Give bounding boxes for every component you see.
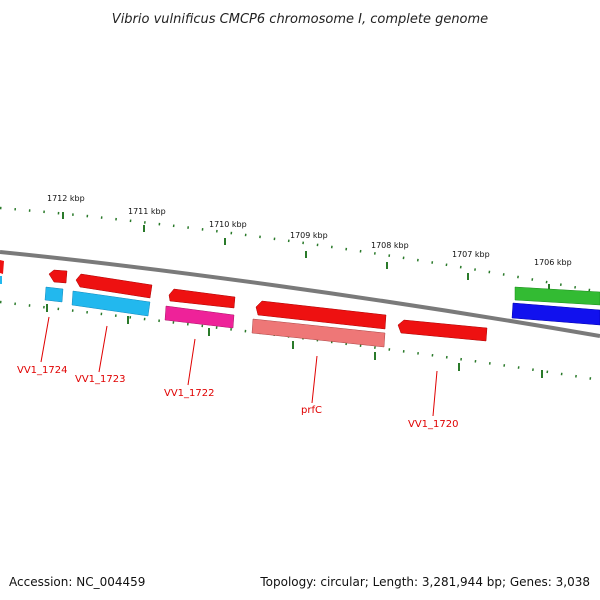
gene-bar-magenta	[164, 305, 235, 329]
gene-arrow-1722-forward	[168, 288, 236, 309]
forward-strand-genes	[0, 260, 600, 342]
gene-label-vv1-1722: VV1_1722	[164, 388, 215, 399]
gene-edge-forward	[0, 260, 4, 274]
gene-bar-cyan-small	[44, 286, 64, 303]
gene-arrow-1720-forward	[397, 319, 488, 342]
gene-label-vv1-1720: VV1_1720	[408, 419, 459, 430]
tick-label-1708: 1708 kbp	[371, 241, 409, 250]
gene-label-prfc: prfC	[301, 405, 322, 416]
tick-label-1712: 1712 kbp	[47, 194, 85, 203]
outer-scale-track	[0, 206, 600, 294]
inner-major-ticks	[46, 304, 543, 378]
gene-arrow-1723-forward	[75, 273, 153, 299]
tick-label-1710: 1710 kbp	[209, 220, 247, 229]
gene-label-vv1-1723: VV1_1723	[75, 374, 126, 385]
gene-arrow-prfC-forward	[255, 300, 387, 330]
gene-edge-cyan	[0, 276, 2, 284]
tick-label-1706: 1706 kbp	[534, 258, 572, 267]
gene-bar-cyan	[71, 290, 151, 317]
map-title: Vibrio vulnificus CMCP6 chromosome I, co…	[112, 12, 488, 27]
gene-arrow-small	[48, 269, 68, 284]
genome-summary-text: Topology: circular; Length: 3,281,944 bp…	[259, 575, 590, 589]
gene-bar-green	[514, 286, 600, 306]
tick-label-1707: 1707 kbp	[452, 250, 490, 259]
chromosome-backbone	[0, 250, 600, 338]
reverse-strand-genes	[0, 276, 600, 348]
label-leader-lines	[40, 316, 438, 417]
tick-label-1709: 1709 kbp	[290, 231, 328, 240]
gene-label-vv1-1724: VV1_1724	[17, 365, 68, 376]
accession-text: Accession: NC_004459	[9, 575, 145, 589]
outer-major-ticks	[62, 212, 550, 291]
gene-bar-blue	[511, 302, 600, 326]
tick-label-1711: 1711 kbp	[128, 207, 166, 216]
gene-bar-pink	[251, 318, 386, 348]
